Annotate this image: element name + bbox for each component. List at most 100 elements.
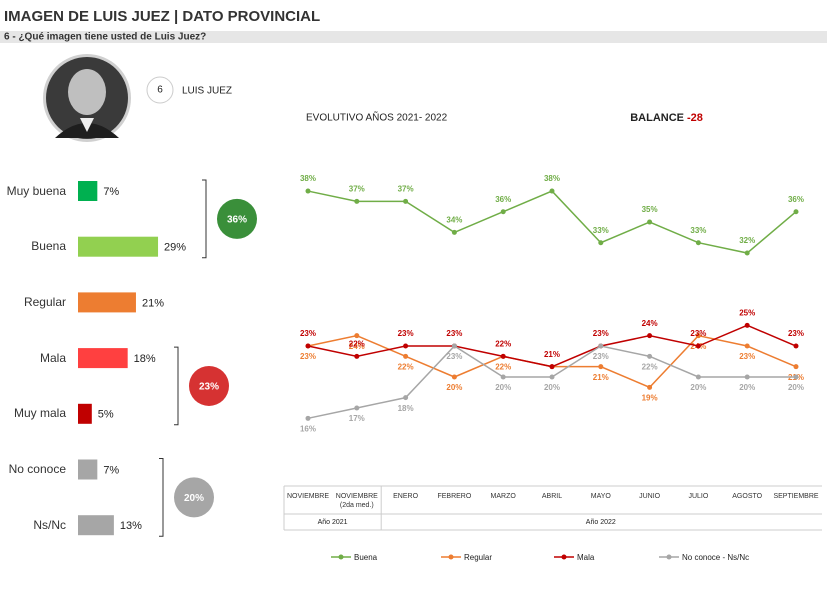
x-tick-label: FEBRERO <box>437 493 472 500</box>
x-tick-label: NOVIEMBRE (2da med.) <box>335 493 378 509</box>
x-tick-label: ENERO <box>393 493 419 500</box>
value-label: 22% <box>495 339 511 348</box>
point <box>647 219 653 225</box>
point <box>647 353 653 359</box>
point <box>793 343 799 349</box>
value-label: 32% <box>739 236 755 245</box>
value-label: 24% <box>642 319 658 328</box>
value-label: 7% <box>103 464 119 476</box>
point <box>549 364 555 370</box>
series-line <box>307 334 797 389</box>
point <box>647 333 653 339</box>
period-label: Año 2021 <box>318 519 348 526</box>
value-label: 18% <box>134 353 156 365</box>
category-label: Regular <box>23 294 66 309</box>
value-label: 20% <box>788 383 804 392</box>
value-label: 20% <box>690 383 706 392</box>
point <box>793 209 799 215</box>
value-label: 38% <box>544 174 560 183</box>
subtitle: 6 - ¿Qué imagen tiene usted de Luis Juez… <box>4 32 206 43</box>
bracket <box>202 179 207 259</box>
legend-dot <box>561 554 567 560</box>
group-label: 20% <box>184 493 204 504</box>
line-title: EVOLUTIVO AÑOS 2021- 2022 <box>306 111 448 124</box>
category-label: Mala <box>39 350 66 365</box>
legend-label: Mala <box>577 553 595 562</box>
legend-label: No conoce - Ns/Nc <box>682 553 749 562</box>
point <box>451 374 457 380</box>
point <box>403 395 409 401</box>
point <box>598 343 604 349</box>
point <box>744 374 750 380</box>
value-label: 23% <box>788 329 804 338</box>
value-label: 19% <box>642 393 658 402</box>
value-label: 7% <box>103 186 119 198</box>
value-label: 20% <box>495 383 511 392</box>
bar <box>78 459 98 480</box>
period-label: Año 2022 <box>586 519 616 526</box>
subtitle-band <box>0 31 827 43</box>
point <box>695 240 701 246</box>
bar <box>78 348 128 369</box>
point <box>403 343 409 349</box>
point <box>500 209 506 215</box>
photo <box>43 54 131 142</box>
legend-dot <box>448 554 454 560</box>
value-label: 36% <box>495 195 511 204</box>
value-label: 23% <box>739 352 755 361</box>
legend-label: Regular <box>464 553 492 562</box>
value-label: 23% <box>593 352 609 361</box>
x-tick-label: SEPTIEMBRE <box>773 493 819 500</box>
x-tick-label: NOVIEMBRE <box>286 493 329 500</box>
series-line <box>307 190 797 254</box>
value-label: 23% <box>300 352 316 361</box>
group-circle <box>174 477 214 518</box>
point <box>598 240 604 246</box>
candidate-badge <box>146 76 174 104</box>
candidate-number: 6 <box>157 85 163 96</box>
category-label: Buena <box>31 239 66 254</box>
x-tick-label: MAYO <box>590 493 611 500</box>
point <box>305 343 311 349</box>
value-label: 25% <box>739 308 755 317</box>
value-label: 23% <box>593 329 609 338</box>
point <box>549 374 555 380</box>
point <box>793 364 799 370</box>
point <box>451 229 457 235</box>
value-label: 20% <box>544 383 560 392</box>
value-label: 23% <box>690 329 706 338</box>
value-label: 38% <box>300 174 316 183</box>
bar <box>78 515 114 536</box>
value-label: 20% <box>739 383 755 392</box>
value-label: 18% <box>398 404 414 413</box>
legend-dot <box>338 554 344 560</box>
category-label: Ns/Nc <box>33 517 66 532</box>
point <box>354 333 360 339</box>
value-label: 21% <box>593 373 609 382</box>
group-circle <box>217 198 257 239</box>
value-label: 37% <box>398 184 414 193</box>
legend-dot <box>666 554 672 560</box>
point <box>500 353 506 359</box>
value-label: 23% <box>446 329 462 338</box>
value-label: 22% <box>642 362 658 371</box>
point <box>793 374 799 380</box>
value-label: 5% <box>98 409 114 421</box>
bar <box>78 403 92 424</box>
x-tick-label: MARZO <box>490 493 516 500</box>
point <box>354 198 360 204</box>
title: IMAGEN DE LUIS JUEZ | DATO PROVINCIAL <box>4 8 320 25</box>
value-label: 33% <box>690 226 706 235</box>
point <box>500 374 506 380</box>
value-label: 13% <box>120 520 142 532</box>
value-label: 21% <box>544 350 560 359</box>
point <box>695 374 701 380</box>
value-label: 23% <box>300 329 316 338</box>
value-label: 22% <box>495 362 511 371</box>
point <box>451 343 457 349</box>
point <box>354 353 360 359</box>
value-label: 29% <box>164 242 186 254</box>
point <box>744 343 750 349</box>
point <box>647 384 653 390</box>
value-label: 21% <box>142 297 164 309</box>
